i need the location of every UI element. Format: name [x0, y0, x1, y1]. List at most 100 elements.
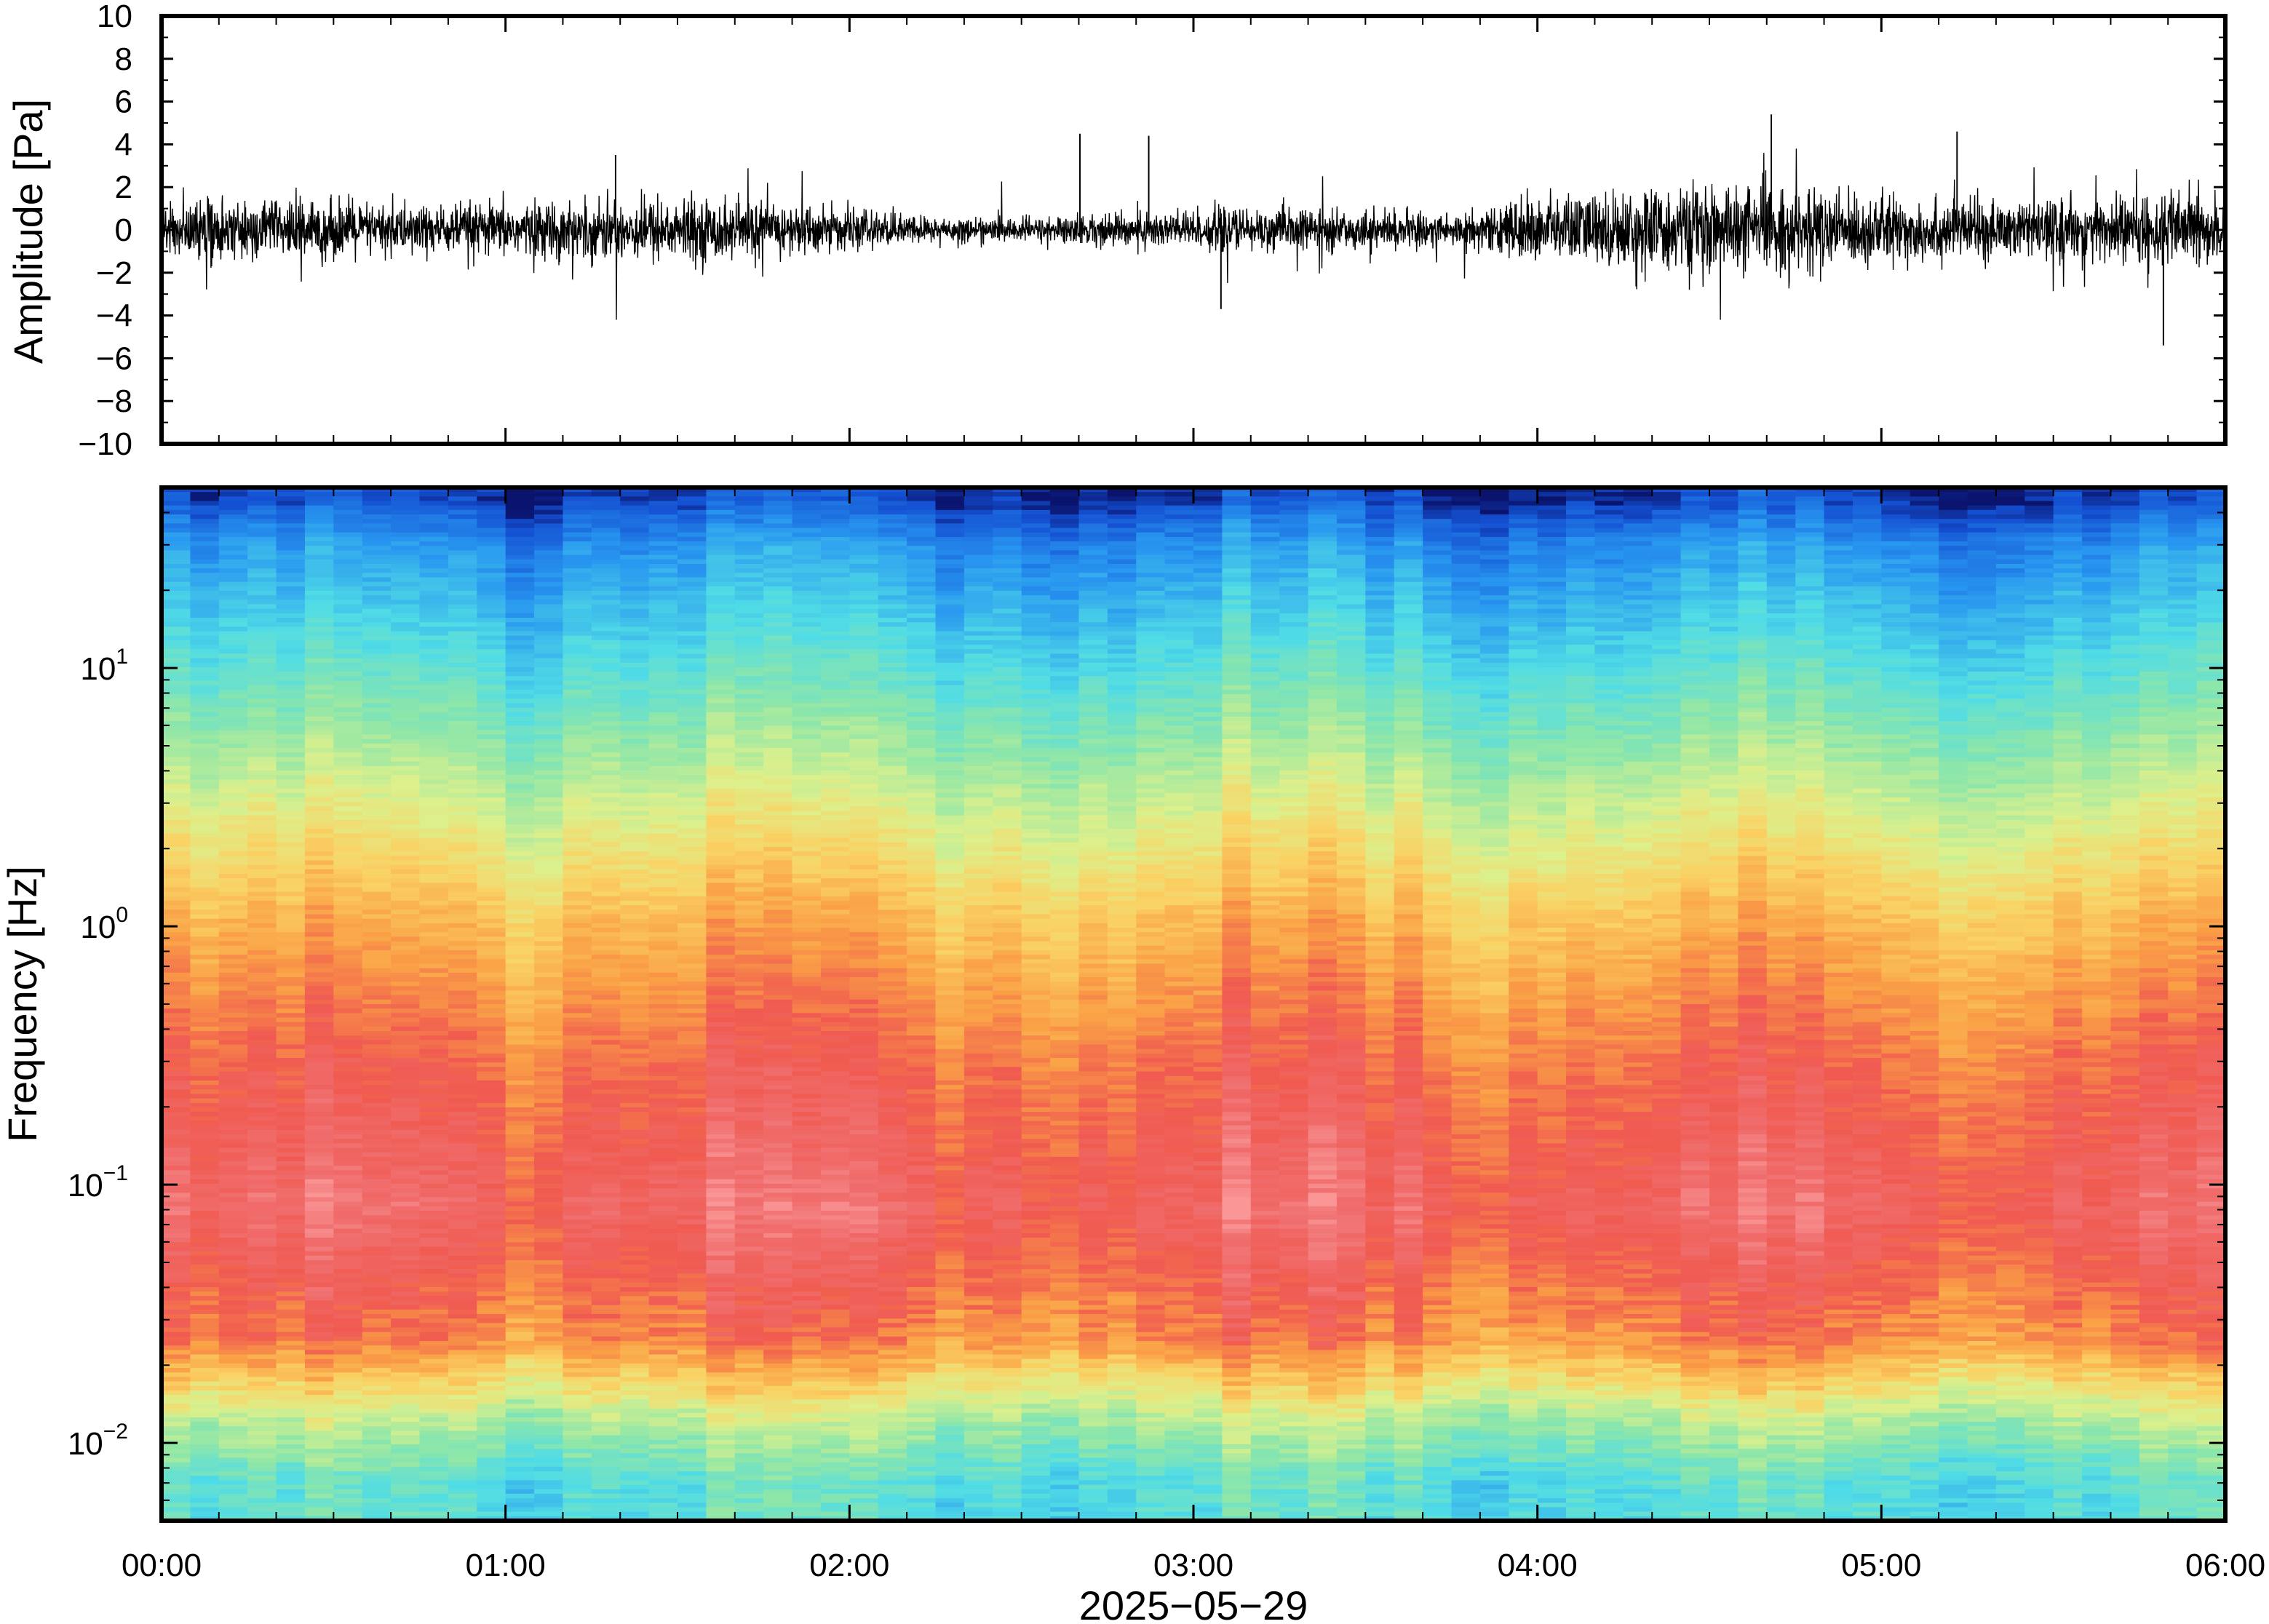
spectrogram-cell	[907, 717, 936, 722]
spectrogram-cell	[706, 766, 735, 771]
spectrogram-cell	[1308, 663, 1338, 668]
spectrogram-cell	[305, 784, 334, 789]
spectrogram-cell	[362, 694, 392, 699]
spectrogram-cell	[964, 555, 993, 560]
spectrogram-cell	[964, 492, 993, 497]
spectrogram-cell	[219, 685, 248, 690]
spectrogram-cell	[477, 744, 506, 749]
spectrogram-cell	[506, 725, 535, 731]
spectrogram-cell	[1996, 528, 2025, 533]
spectrogram-cell	[1022, 537, 1051, 542]
spectrogram-cell	[1968, 658, 1997, 664]
spectrogram-cell	[1279, 653, 1308, 658]
spectrogram-cell	[1193, 721, 1223, 726]
spectrogram-cell	[1337, 667, 1366, 672]
spectrogram-cell	[907, 514, 936, 520]
spectrogram-cell	[993, 685, 1022, 690]
spectrogram-cell	[592, 618, 621, 623]
spectrogram-cell	[1594, 757, 1624, 762]
spectrogram-cell	[1193, 757, 1223, 762]
spectrogram-cell	[2197, 568, 2226, 573]
spectrogram-cell	[1538, 541, 1567, 546]
spectrogram-cell	[1538, 618, 1567, 623]
spectrogram-cell	[792, 528, 822, 533]
spectrogram-cell	[1939, 550, 1968, 555]
spectrogram-cell	[1939, 672, 1968, 677]
spectrogram-cell	[620, 680, 649, 685]
spectrogram-cell	[2110, 640, 2139, 645]
spectrogram-cell	[391, 564, 420, 569]
spectrogram-cell	[1165, 600, 1194, 605]
spectrogram-cell	[1136, 685, 1165, 690]
spectrogram-cell	[620, 653, 649, 658]
spectrogram-cell	[1652, 541, 1681, 546]
spectrogram-cell	[706, 762, 735, 767]
spectrogram-cell	[1480, 605, 1509, 610]
spectrogram-cell	[1136, 703, 1165, 708]
spectrogram-cell	[1222, 613, 1251, 618]
spectrogram-cell	[1193, 622, 1223, 627]
spectrogram-cell	[1767, 676, 1796, 681]
spectrogram-cell	[247, 514, 277, 520]
spectrogram-cell	[1910, 721, 1939, 726]
spectrogram-cell	[162, 757, 191, 762]
spectrogram-cell	[2082, 555, 2111, 560]
spectrogram-cell	[563, 555, 592, 560]
spectrogram-cell	[1681, 698, 1710, 704]
spectrogram-cell	[2168, 492, 2197, 497]
spectrogram-cell	[190, 514, 219, 520]
spectrogram-cell	[534, 645, 563, 650]
spectrogram-cell	[1337, 653, 1366, 658]
spectrogram-cell	[1709, 632, 1738, 637]
spectrogram-cell	[534, 649, 563, 654]
spectrogram-cell	[1136, 735, 1165, 740]
spectrogram-cell	[2197, 698, 2226, 704]
spectrogram-cell	[1709, 496, 1738, 501]
spectrogram-cell	[1824, 653, 1853, 658]
spectrogram-cell	[362, 546, 392, 551]
spectrogram-cell	[1652, 766, 1681, 771]
spectrogram-cell	[792, 555, 822, 560]
spectrogram-cell	[1022, 762, 1051, 767]
spectrogram-cell	[2168, 506, 2197, 511]
spectrogram-cell	[1452, 595, 1481, 600]
spectrogram-cell	[1279, 510, 1308, 515]
spectrogram-cell	[1566, 680, 1595, 685]
spectrogram-cell	[506, 626, 535, 632]
spectrogram-cell	[1365, 653, 1394, 658]
spectrogram-cell	[277, 501, 306, 506]
spectrogram-cell	[1767, 636, 1796, 641]
spectrogram-cell	[333, 546, 362, 551]
spectrogram-cell	[219, 537, 248, 542]
spectrogram-cell	[2139, 537, 2169, 542]
spectrogram-cell	[1279, 632, 1308, 637]
spectrogram-cell	[849, 757, 878, 762]
spectrogram-cell	[792, 771, 822, 776]
spectrogram-cell	[592, 771, 621, 776]
spectrogram-cell	[1824, 649, 1853, 654]
spectrogram-cell	[2054, 595, 2083, 600]
spectrogram-cell	[391, 577, 420, 582]
spectrogram-cell	[1394, 667, 1423, 672]
spectrogram-cell	[2024, 735, 2054, 740]
spectrogram-cell	[1824, 690, 1853, 695]
spectrogram-cell	[1337, 514, 1366, 520]
spectrogram-cell	[649, 645, 678, 650]
spectrogram-cell	[849, 546, 878, 551]
spectrogram-cell	[1538, 533, 1567, 538]
spectrogram-cell	[1968, 748, 1997, 753]
spectrogram-cell	[1308, 528, 1338, 533]
spectrogram-cell	[1509, 550, 1538, 555]
spectrogram-cell	[1509, 577, 1538, 582]
spectrogram-cell	[993, 595, 1022, 600]
spectrogram-cell	[792, 690, 822, 695]
spectrogram-cell	[1968, 560, 1997, 565]
spectrogram-cell	[993, 632, 1022, 637]
spectrogram-cell	[534, 591, 563, 596]
spectrogram-cell	[2082, 784, 2111, 789]
spectrogram-cell	[2082, 609, 2111, 614]
spectrogram-cell	[677, 595, 707, 600]
spectrogram-cell	[706, 519, 735, 524]
spectrogram-cell	[763, 640, 792, 645]
spectrogram-cell	[620, 586, 649, 592]
